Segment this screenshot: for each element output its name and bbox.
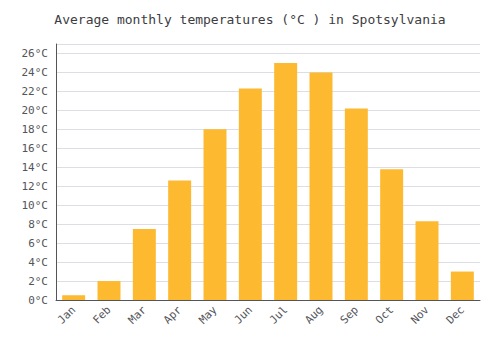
svg-text:Aug: Aug [302,303,325,326]
svg-text:14°C: 14°C [22,161,49,174]
svg-text:26°C: 26°C [22,47,49,60]
svg-text:8°C: 8°C [28,218,48,231]
svg-text:Nov: Nov [408,303,431,326]
svg-text:16°C: 16°C [22,142,49,155]
svg-text:10°C: 10°C [22,199,49,212]
svg-text:20°C: 20°C [22,104,49,117]
svg-text:24°C: 24°C [22,66,49,79]
svg-text:0°C: 0°C [28,294,48,307]
svg-text:May: May [196,303,219,326]
svg-text:Sep: Sep [338,303,361,326]
svg-text:6°C: 6°C [28,237,48,250]
svg-text:18°C: 18°C [22,123,49,136]
svg-text:22°C: 22°C [22,85,49,98]
svg-text:Jul: Jul [267,303,290,326]
svg-text:Oct: Oct [373,303,396,326]
svg-text:12°C: 12°C [22,180,49,193]
svg-text:Jan: Jan [55,303,78,326]
svg-text:2°C: 2°C [28,275,48,288]
svg-text:Average monthly temperatures (: Average monthly temperatures (°C ) in Sp… [54,12,445,27]
svg-text:Mar: Mar [126,303,149,326]
svg-text:Jun: Jun [232,303,255,326]
svg-text:Feb: Feb [90,303,113,326]
svg-text:Apr: Apr [161,303,184,326]
svg-text:Dec: Dec [444,303,467,326]
svg-text:4°C: 4°C [28,256,48,269]
